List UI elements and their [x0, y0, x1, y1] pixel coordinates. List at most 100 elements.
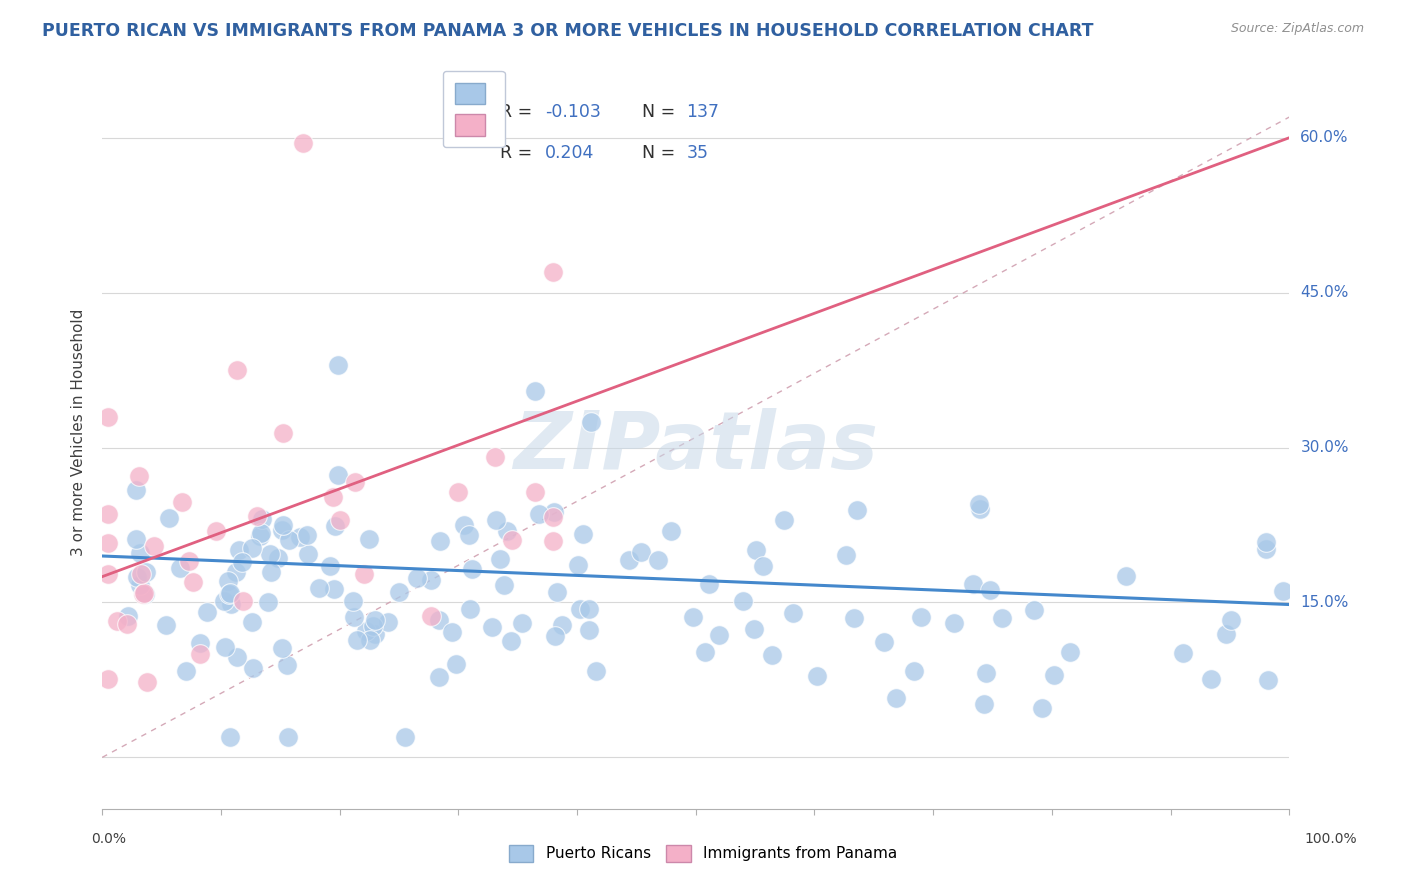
Point — [578, 602, 600, 616]
Point — [246, 508, 269, 523]
Point — [967, 497, 990, 511]
Point — [328, 358, 350, 372]
Point — [357, 532, 380, 546]
Point — [581, 415, 603, 429]
Point — [361, 618, 384, 632]
Point — [136, 674, 159, 689]
Point — [1201, 673, 1223, 687]
Point — [578, 623, 600, 637]
Point — [884, 691, 907, 706]
Point — [214, 640, 236, 654]
Point — [527, 507, 550, 521]
Point — [142, 539, 165, 553]
Point — [217, 574, 239, 588]
Point — [270, 523, 292, 537]
Point — [752, 558, 775, 573]
Point — [707, 628, 730, 642]
Y-axis label: 3 or more Vehicles in Household: 3 or more Vehicles in Household — [72, 309, 86, 556]
Point — [745, 543, 768, 558]
Text: 60.0%: 60.0% — [1301, 130, 1348, 145]
Point — [129, 546, 152, 560]
Point — [1215, 627, 1237, 641]
Point — [188, 635, 211, 649]
Point — [219, 730, 242, 744]
Point — [231, 556, 253, 570]
Point — [731, 594, 754, 608]
Point — [910, 610, 932, 624]
Point — [695, 645, 717, 659]
Point — [271, 641, 294, 656]
Point — [903, 664, 925, 678]
Point — [546, 585, 568, 599]
Point — [240, 615, 263, 629]
Point — [617, 553, 640, 567]
Point — [129, 567, 152, 582]
Point — [364, 627, 387, 641]
Point — [427, 670, 450, 684]
Point — [134, 586, 156, 600]
Point — [257, 595, 280, 609]
Point — [543, 509, 565, 524]
Point — [323, 582, 346, 596]
Point — [242, 660, 264, 674]
Point — [585, 664, 607, 678]
Point — [388, 584, 411, 599]
Point — [326, 467, 349, 482]
Point — [364, 613, 387, 627]
Text: ZIPatlas: ZIPatlas — [513, 409, 879, 486]
Point — [219, 586, 242, 600]
Point — [647, 553, 669, 567]
Point — [359, 632, 381, 647]
Point — [1171, 647, 1194, 661]
Point — [1031, 700, 1053, 714]
Point — [499, 633, 522, 648]
Text: 15.0%: 15.0% — [1301, 595, 1348, 610]
Point — [221, 597, 243, 611]
Point — [1059, 645, 1081, 659]
Point — [318, 558, 340, 573]
Point — [630, 545, 652, 559]
Point — [682, 609, 704, 624]
Point — [489, 552, 512, 566]
Text: 0.204: 0.204 — [546, 145, 595, 162]
Point — [267, 551, 290, 566]
Point — [842, 610, 865, 624]
Point — [659, 524, 682, 539]
Point — [523, 485, 546, 500]
Point — [259, 565, 281, 579]
Point — [271, 517, 294, 532]
Point — [440, 624, 463, 639]
Point — [295, 528, 318, 542]
Text: -0.103: -0.103 — [546, 103, 600, 121]
Point — [177, 554, 200, 568]
Point — [342, 594, 364, 608]
Point — [551, 618, 574, 632]
Point — [543, 265, 565, 279]
Point — [276, 657, 298, 672]
Point — [343, 610, 366, 624]
Point — [172, 495, 194, 509]
Text: R =: R = — [501, 103, 537, 121]
Point — [427, 613, 450, 627]
Point — [406, 571, 429, 585]
Point — [353, 566, 375, 581]
Point — [742, 622, 765, 636]
Point — [377, 615, 399, 629]
Point — [942, 616, 965, 631]
Point — [569, 602, 592, 616]
Point — [323, 518, 346, 533]
Point — [343, 475, 366, 489]
Point — [543, 506, 565, 520]
Point — [496, 524, 519, 538]
Point — [962, 577, 984, 591]
Point — [429, 533, 451, 548]
Point — [97, 507, 120, 521]
Point — [322, 491, 344, 505]
Point — [291, 136, 314, 150]
Point — [134, 587, 156, 601]
Point — [97, 567, 120, 582]
Point — [773, 513, 796, 527]
Point — [420, 573, 443, 587]
Point — [458, 602, 481, 616]
Point — [157, 510, 180, 524]
